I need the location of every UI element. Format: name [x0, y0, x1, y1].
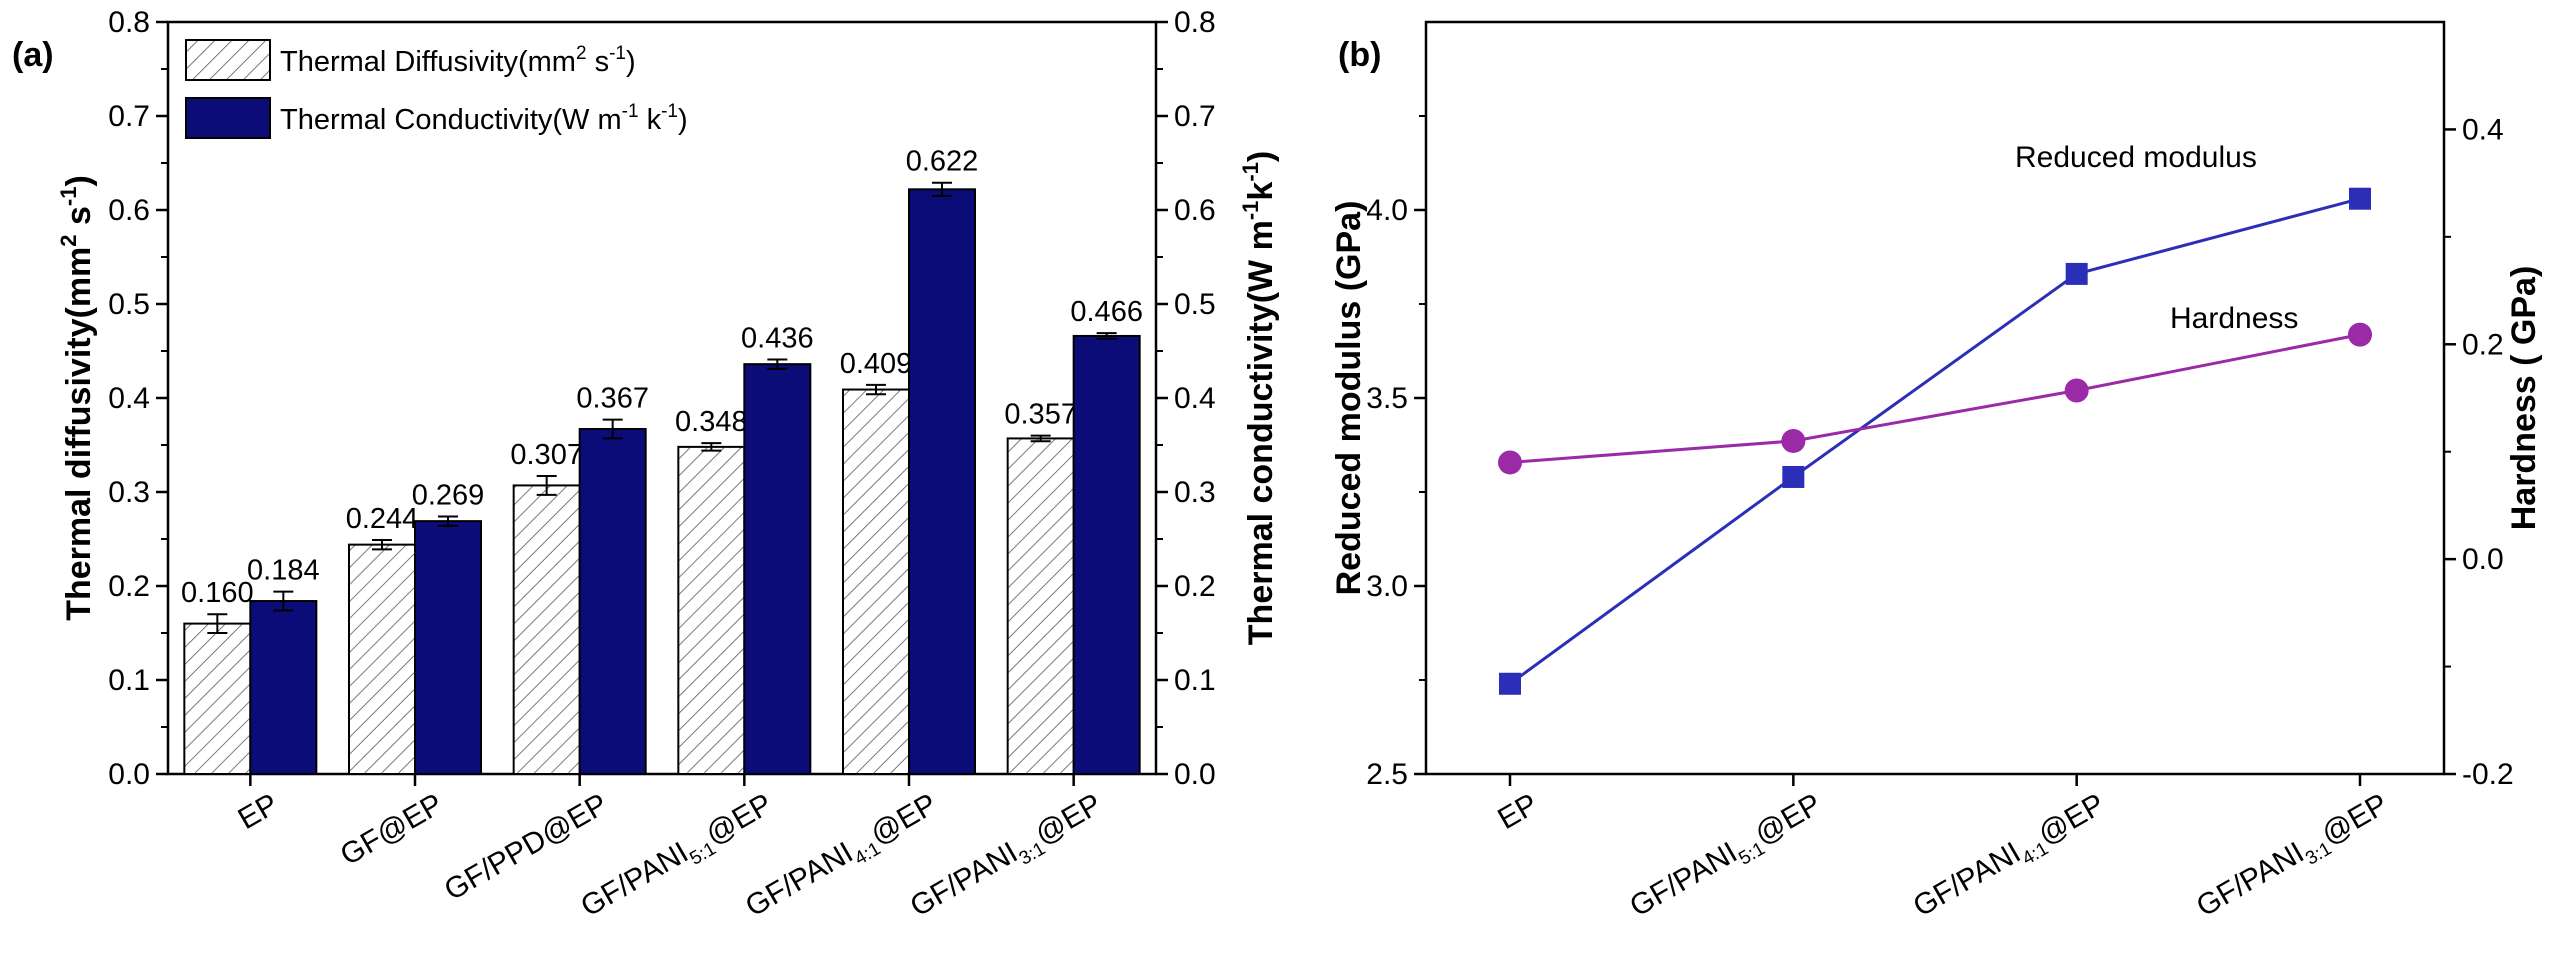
bar-thermal-conductivity — [578, 428, 647, 775]
y-tick-label-left: 0.5 — [108, 288, 150, 321]
y-tick-label-left: 3.0 — [1366, 570, 1408, 603]
x-tick-label: EP — [1492, 787, 1543, 836]
bar-thermal-conductivity — [249, 600, 318, 775]
panel-b-series — [1498, 187, 2372, 695]
y-tick-label-left: 2.5 — [1366, 758, 1408, 791]
x-tick-label: GF@EP — [335, 787, 449, 872]
series-line-reduced-modulus — [1509, 197, 2361, 685]
panel-a-ticks: 0.0 0.0 0.1 0.1 0.2 0.2 0.3 0.3 0.4 0.4 0.5 0.5 0.6 0… — [108, 6, 1215, 791]
y-tick-label-left: 3.5 — [1366, 382, 1408, 415]
x-tick-label: GF/PANI4:1@EP — [1908, 787, 2113, 928]
y-tick-label-right: 0.1 — [1174, 664, 1216, 697]
point-hardness — [1498, 450, 1522, 475]
data-label: 0.367 — [576, 383, 649, 415]
panel-a-y-axis-title-right: Thermal conductivity(W m-1k-1) — [1238, 151, 1280, 645]
panel-b: (b) 2.5 3.0 3.5 4.0 -0.2 0.0 0.2 0.4 EP GF/PANI5… — [1330, 20, 2543, 928]
y-tick-label-left: 0.3 — [108, 476, 150, 509]
data-label: 0.409 — [840, 348, 913, 380]
bar-thermal-diffusivity — [842, 388, 910, 775]
bar-thermal-conductivity — [743, 363, 812, 775]
y-tick-label-right: -0.2 — [2462, 758, 2514, 791]
y-tick-label-right: 0.2 — [1174, 570, 1216, 603]
y-tick-label-left: 0.0 — [108, 758, 150, 791]
panel-b-y-axis-title-left: Reduced modulus (GPa) — [1330, 201, 1368, 596]
panel-a-label: (a) — [12, 36, 54, 74]
series-line-hardness — [1509, 333, 2361, 464]
point-reduced-modulus — [1782, 465, 1805, 488]
legend-label-conductivity: Thermal Conductivity(W m-1 k-1) — [280, 101, 688, 136]
data-label: 0.357 — [1004, 399, 1077, 431]
panel-b-ticks: 2.5 3.0 3.5 4.0 -0.2 0.0 0.2 0.4 — [1366, 113, 2513, 791]
panel-a-legend: Thermal Diffusivity(mm2 s-1) Thermal Con… — [185, 39, 688, 139]
legend-label-diffusivity: Thermal Diffusivity(mm2 s-1) — [280, 43, 636, 78]
panel-b-y-axis-title-right: Hardness ( GPa) — [2505, 266, 2543, 531]
panel-a-x-tick-labels: EP GF@EPGF/PPD@EPGF/PANI5:1@EPGF/PANI4:1@… — [233, 787, 1108, 923]
data-label: 0.307 — [510, 439, 583, 471]
y-tick-label-right: 0.7 — [1174, 100, 1216, 133]
y-tick-label-right: 0.4 — [1174, 382, 1216, 415]
data-label: 0.436 — [741, 322, 814, 354]
y-tick-label-left: 4.0 — [1366, 194, 1408, 227]
y-tick-label-left: 0.8 — [108, 6, 150, 39]
data-label: 0.466 — [1070, 296, 1143, 328]
y-tick-label-left: 0.7 — [108, 100, 150, 133]
point-reduced-modulus — [2349, 187, 2371, 210]
x-tick-label: GF/PANI5:1@EP — [1624, 787, 1829, 928]
bar-thermal-conductivity — [908, 188, 976, 775]
bar-thermal-conductivity — [414, 520, 482, 776]
point-reduced-modulus — [1499, 672, 1521, 695]
y-tick-label-right: 0.8 — [1174, 6, 1216, 39]
legend-swatch-diffusivity — [185, 39, 271, 81]
y-tick-label-left: 0.1 — [108, 664, 150, 697]
bar-thermal-diffusivity — [348, 543, 416, 776]
panel-b-plot-frame — [1424, 20, 2446, 776]
y-tick-label-right: 0.4 — [2462, 113, 2504, 146]
y-tick-label-left: 0.6 — [108, 194, 150, 227]
point-hardness — [2348, 322, 2372, 347]
x-tick-label: GF/PANI3:1@EP — [2191, 787, 2396, 928]
data-label: 0.160 — [181, 577, 254, 609]
point-reduced-modulus — [2065, 262, 2088, 285]
bar-thermal-diffusivity — [1006, 437, 1075, 775]
bar-thermal-diffusivity — [183, 622, 252, 775]
bar-thermal-conductivity — [1072, 334, 1141, 775]
bar-thermal-diffusivity — [677, 445, 746, 775]
data-label: 0.269 — [412, 479, 485, 511]
point-hardness — [1781, 428, 1806, 453]
y-tick-label-right: 0.0 — [2462, 543, 2504, 576]
y-tick-label-right: 0.5 — [1174, 288, 1216, 321]
bar-thermal-diffusivity — [512, 484, 581, 775]
panel-b-x-tick-labels: EP GF/PANI5:1@EP GF/PANI4:1@EP GF/PANI3:1@E… — [1492, 787, 2396, 928]
panel-a-y-axis-title-left: Thermal diffusivity(mm2 s-1) — [56, 175, 98, 621]
data-label: 0.184 — [247, 555, 320, 587]
data-label: 0.622 — [906, 146, 979, 178]
panel-b-label: (b) — [1338, 36, 1381, 74]
y-tick-label-right: 0.2 — [2462, 328, 2504, 361]
y-tick-label-right: 0.0 — [1174, 758, 1216, 791]
series-label-hardness: Hardness — [2170, 302, 2298, 335]
y-tick-label-right: 0.3 — [1174, 476, 1216, 509]
x-tick-label: EP — [233, 787, 284, 836]
y-tick-label-right: 0.6 — [1174, 194, 1216, 227]
data-label: 0.244 — [346, 503, 419, 535]
data-label: 0.348 — [675, 406, 748, 438]
y-tick-label-left: 0.4 — [108, 382, 150, 415]
panel-a: (a) 0.0 0.0 0.1 0.1 0.2 0.2 0.3 0.3 0.4 0.4 0.5 0.5… — [12, 6, 1280, 923]
point-hardness — [2064, 378, 2089, 403]
series-label-reduced-modulus: Reduced modulus — [2015, 141, 2257, 174]
legend-swatch-conductivity — [185, 97, 271, 139]
y-tick-label-left: 0.2 — [108, 570, 150, 603]
